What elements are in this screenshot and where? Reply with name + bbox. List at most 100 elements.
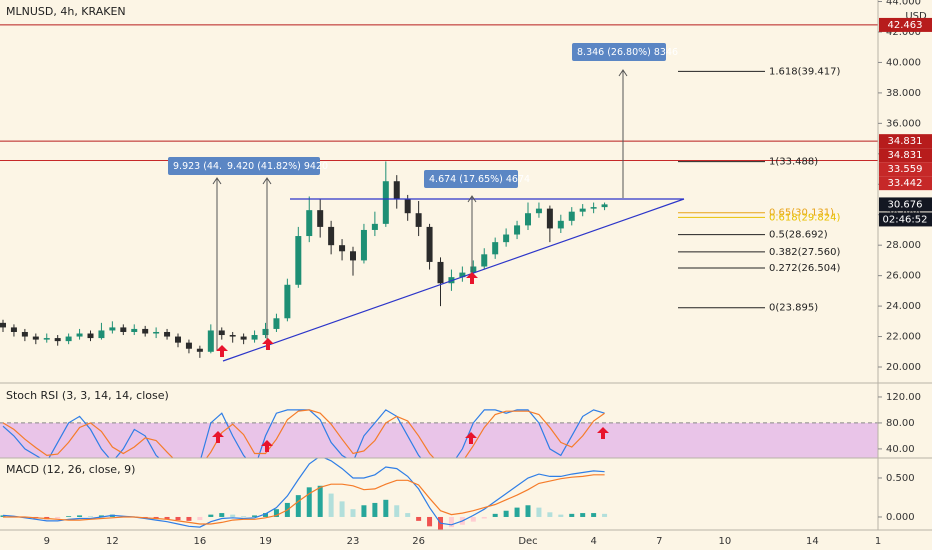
y-tick-label: 42.000 [886, 27, 921, 38]
fib-label: 1(33.488) [769, 157, 818, 168]
histogram-bar [536, 507, 542, 517]
price-label: 30.676 [888, 199, 923, 210]
histogram-bar [580, 513, 586, 517]
series-line [3, 474, 605, 525]
series-line [2, 409, 605, 458]
y-tick-label: 36.000 [886, 118, 921, 129]
measure-box [572, 43, 666, 61]
candle-body [87, 333, 94, 339]
measure-label: 9.923 (44.5 [173, 161, 228, 172]
price-label-box [879, 148, 932, 163]
price-label: 33.442 [888, 178, 923, 189]
candle-body [393, 181, 400, 200]
histogram-bar [164, 516, 170, 520]
series-line [2, 409, 605, 458]
x-tick-label: 10 [719, 536, 732, 547]
fib-label: 0.618(29.824) [769, 212, 841, 223]
x-tick-label: 12 [106, 536, 119, 547]
y-tick-label: 26.000 [886, 271, 921, 282]
candle-body [415, 213, 422, 227]
fib-label: 0.272(26.504) [769, 263, 841, 274]
histogram-bar [591, 513, 597, 517]
measure-label: 8.346 (26.80%) 8346 [577, 47, 678, 58]
candle-body [32, 336, 39, 340]
x-tick-label: 4 [590, 536, 596, 547]
panel [0, 409, 878, 458]
y-tick-label: 0.500 [886, 473, 915, 484]
candle-body [120, 327, 127, 332]
x-tick-label: 16 [194, 536, 207, 547]
histogram-bar [295, 495, 301, 517]
histogram-bar [252, 515, 258, 517]
candle-body [142, 328, 149, 334]
price-label-box [879, 176, 932, 191]
y-tick-label: 40.00 [886, 444, 915, 455]
histogram-bar [547, 512, 553, 517]
histogram-bar [197, 516, 203, 521]
candle-body [54, 338, 61, 342]
histogram-bar [481, 516, 487, 519]
panel [0, 24, 878, 358]
candle-body [601, 204, 608, 208]
panel [0, 458, 608, 530]
histogram-bar [602, 513, 608, 517]
candle-body [295, 236, 302, 285]
histogram-bar [405, 513, 411, 517]
chart-title: MLNUSD, 4h, KRAKEN [6, 5, 126, 18]
histogram-bar [98, 515, 104, 517]
price-label: 34.831 [888, 150, 923, 161]
y-tick-label: 0.000 [886, 512, 915, 523]
x-tick-label: 1 [875, 536, 881, 547]
candle-body [426, 226, 433, 262]
signal-arrows [212, 272, 609, 452]
candle-body [273, 318, 280, 329]
fib-label: 1.618(39.417) [769, 66, 841, 77]
unit-label: USD [905, 11, 927, 22]
measure-label: 4.674 (17.65%) 4674 [429, 174, 530, 185]
candle-body [503, 234, 510, 243]
candle-body [185, 342, 192, 349]
histogram-bar [427, 516, 433, 527]
candle-body [459, 272, 466, 278]
candle-body [251, 335, 258, 340]
histogram-bar [186, 516, 192, 521]
fib-label: 0.382(27.560) [769, 247, 841, 258]
histogram-bar [503, 510, 509, 517]
x-tick-label: 7 [656, 536, 662, 547]
histogram-bar [361, 505, 367, 517]
candle-body [240, 336, 247, 340]
histogram-bar [273, 509, 279, 517]
panel-title: Stoch RSI (3, 3, 14, 14, close) [6, 389, 169, 402]
candle-body [492, 242, 499, 255]
price-label-box [879, 162, 932, 177]
candle-body [175, 336, 181, 343]
price-label: 42.463 [888, 20, 923, 31]
measure-label: 9.420 (41.82%) 9420 [227, 161, 328, 172]
candle-body [196, 348, 203, 352]
histogram-bar [241, 516, 247, 517]
fib-label: 0(23.895) [769, 303, 818, 314]
measure-box [424, 170, 518, 188]
histogram-bar [55, 516, 61, 519]
histogram-bar [514, 507, 520, 517]
y-tick-label: 28.000 [886, 240, 921, 251]
panel-title: MACD (12, 26, close, 9) [6, 463, 135, 476]
candle-body [590, 207, 597, 209]
y-tick-label: 120.00 [886, 392, 921, 403]
candle-body [437, 261, 444, 284]
y-tick-label: 20.000 [886, 362, 921, 373]
candle-body [207, 330, 214, 352]
x-tick-label: 19 [259, 536, 272, 547]
histogram-bar [525, 505, 531, 517]
candle-body [579, 208, 586, 212]
series-line [2, 458, 605, 528]
plot-layer [0, 24, 878, 530]
countdown-box [879, 212, 932, 227]
candle-body [284, 284, 291, 319]
candle-body [350, 251, 356, 261]
x-tick-label: 14 [806, 536, 819, 547]
histogram-bar [569, 513, 575, 517]
price-label: 33.559 [888, 164, 923, 175]
histogram-bar [175, 516, 181, 521]
candle-body [21, 331, 28, 337]
